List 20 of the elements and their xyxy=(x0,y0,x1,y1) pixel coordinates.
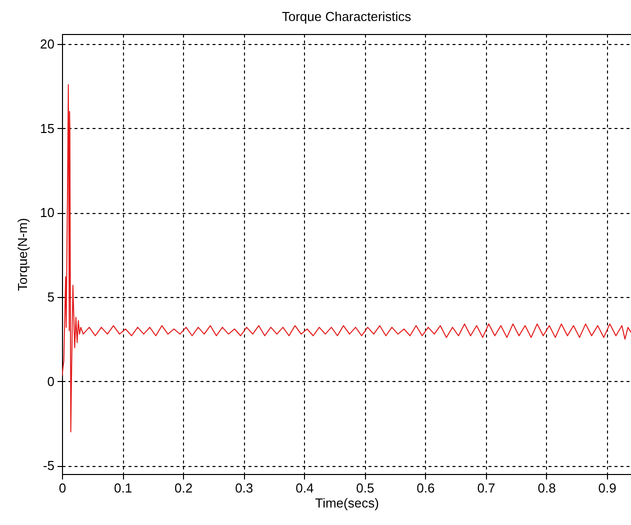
chart-title: Torque Characteristics xyxy=(282,9,412,24)
x-tick-label: 0.3 xyxy=(235,480,254,496)
y-tick-label: 15 xyxy=(40,120,54,136)
x-tick-label: 0.5 xyxy=(356,480,374,496)
x-axis-title: Time(secs) xyxy=(315,496,379,510)
y-tick-label: 20 xyxy=(40,36,54,52)
x-tick-label: 0.2 xyxy=(174,480,193,496)
y-tick-label: 5 xyxy=(47,289,54,304)
x-tick-label: 0.9 xyxy=(598,480,616,496)
x-tick-label: 0.7 xyxy=(477,480,496,496)
line-series xyxy=(62,84,631,432)
x-tick-label: 0.1 xyxy=(114,480,132,496)
x-tick-label: 0.4 xyxy=(296,480,314,496)
y-axis-title: Torque(N-m) xyxy=(15,218,30,291)
y-tick-label: 0 xyxy=(47,374,54,389)
x-tick-label: 0.8 xyxy=(538,480,556,496)
y-tick-label: -5 xyxy=(42,458,54,474)
y-tick-label: 10 xyxy=(40,205,54,220)
x-tick-label: 0.6 xyxy=(416,480,435,496)
x-tick-label: 0 xyxy=(58,480,66,496)
